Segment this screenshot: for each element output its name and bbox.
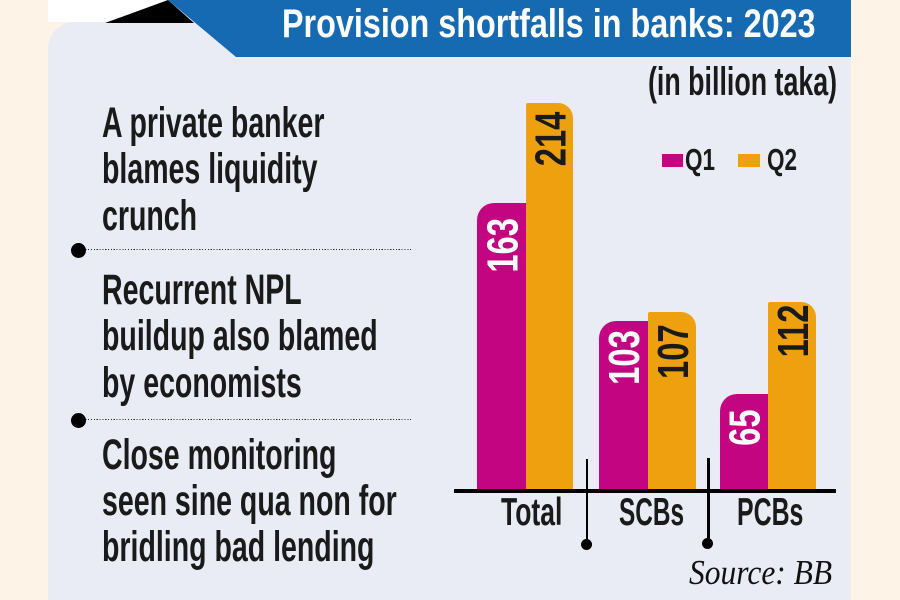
svg-text:214: 214 bbox=[527, 111, 576, 166]
svg-text:103: 103 bbox=[601, 330, 650, 385]
svg-text:107: 107 bbox=[649, 324, 698, 379]
svg-text:112: 112 bbox=[769, 305, 818, 358]
svg-text:163: 163 bbox=[479, 218, 528, 273]
svg-text:65: 65 bbox=[721, 409, 770, 445]
